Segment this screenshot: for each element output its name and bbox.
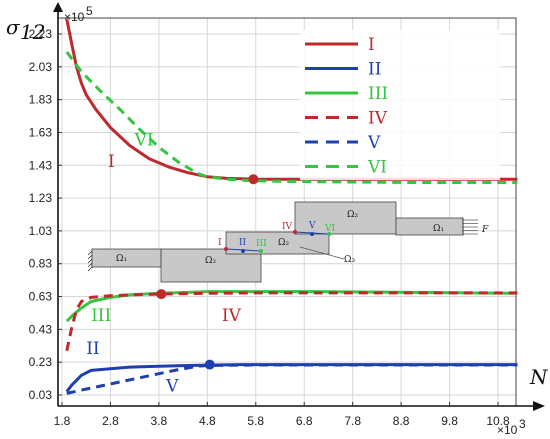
tick-labels: 1.8 2.8 3.8 4.8 5.8 6.8 7.8 8.8 9.8 10.8 0.03 0.23 0…	[29, 4, 526, 437]
x-tick-label: 8.8	[393, 414, 410, 428]
curve-label-III: III	[91, 306, 111, 326]
x-multiplier: ×10	[497, 423, 518, 437]
y-tick-label: 0.83	[29, 257, 53, 271]
y-multiplier-exponent: 5	[86, 4, 93, 18]
y-axis-title-subscript: 12	[20, 20, 45, 44]
x-tick-label: 3.8	[151, 414, 168, 428]
left-support-hatch	[87, 266, 93, 272]
omega3-label: Ω₃	[344, 255, 355, 265]
axis-titles: σ 12 N	[6, 15, 549, 389]
omega1-right-block	[395, 217, 464, 236]
y-tick-label: 2.23	[29, 27, 53, 41]
y-tick-label: 1.63	[29, 125, 53, 139]
x-tick-label: 1.8	[54, 414, 71, 428]
curve-label-VI: VI	[134, 131, 154, 151]
y-tick-label: 1.83	[29, 93, 53, 107]
inset-point-label-V: V	[308, 221, 316, 231]
omega2-bottom-block	[160, 248, 262, 283]
x-tick-label: 10.8	[486, 414, 510, 428]
y-tick-label: 1.03	[29, 224, 53, 238]
x-axis-arrow	[533, 401, 545, 411]
series-line-I	[65, 18, 518, 181]
y-tick-label: 0.63	[29, 290, 53, 304]
y-axis-title: σ	[6, 15, 21, 39]
y-tick-label: 1.43	[29, 158, 53, 172]
y-tick-label: 1.23	[29, 191, 53, 205]
inset-point-V	[310, 232, 314, 236]
left-support-hatch	[87, 250, 93, 256]
omega2-top-label: Ω₂	[347, 210, 358, 220]
x-tick-label: 7.8	[344, 414, 361, 428]
y-multiplier: ×10	[64, 10, 85, 24]
inset-point-VI	[327, 232, 331, 236]
inset-point-label-IV: IV	[282, 222, 293, 232]
y-tick-label: 0.23	[29, 355, 53, 369]
inset-point-label-III: III	[256, 239, 267, 249]
inset-point-I	[224, 247, 228, 251]
curve-label-I: I	[108, 152, 115, 172]
series-line-V	[66, 363, 518, 395]
left-support-hatch	[87, 254, 93, 260]
series-line-IV	[65, 291, 518, 352]
y-tick-label: 0.43	[29, 322, 53, 336]
omega2-mid-label: Ω₂	[278, 238, 289, 248]
omega2-bottom-label: Ω₂	[205, 256, 216, 266]
legend-label-VI: VI	[367, 158, 387, 178]
inset-point-label-I: I	[218, 238, 222, 248]
omega1-right-label: Ω₁	[433, 224, 444, 234]
inset-point-label-VI: VI	[324, 224, 335, 234]
x-tick-label: 6.8	[296, 414, 313, 428]
inset-point-label-II: II	[239, 238, 247, 248]
left-support-hatch	[87, 262, 93, 268]
series-line-II	[65, 363, 518, 393]
y-axis-arrow	[53, 2, 63, 12]
omega3-leader	[299, 246, 345, 260]
curve-label-IV: IV	[222, 306, 242, 326]
legend-box	[300, 30, 500, 180]
x-tick-label: 9.8	[441, 414, 458, 428]
left-support-hatch	[87, 258, 93, 264]
y-tick-label: 0.03	[29, 388, 53, 402]
curve-label-II: II	[86, 339, 99, 359]
inset-point-III	[259, 249, 263, 253]
legend-label-IV: IV	[368, 109, 388, 129]
x-multiplier-exponent: 3	[519, 417, 526, 431]
series-lines	[65, 18, 518, 395]
marker-II	[204, 359, 215, 370]
marker-I	[248, 174, 259, 185]
legend-label-I: I	[368, 35, 375, 55]
inset-point-II	[241, 249, 245, 253]
inset-point-IV	[293, 230, 297, 234]
axes	[53, 2, 545, 411]
series-line-VI	[65, 51, 518, 184]
series-markers	[156, 174, 259, 370]
legend-label-III: III	[368, 84, 388, 104]
x-tick-label: 5.8	[247, 414, 264, 428]
x-tick-label: 4.8	[199, 414, 216, 428]
x-axis-title: N	[529, 365, 549, 389]
curve-label-V: V	[165, 377, 179, 397]
x-tick-label: 2.8	[102, 414, 119, 428]
omega1-left-label: Ω₁	[116, 254, 127, 264]
omega2-mid-block	[225, 231, 330, 255]
marker-IV	[156, 289, 167, 300]
y-tick-label: 2.03	[29, 60, 53, 74]
legend-label-II: II	[368, 60, 381, 80]
legend-label-V: V	[367, 133, 381, 153]
force-label: F	[481, 225, 489, 235]
